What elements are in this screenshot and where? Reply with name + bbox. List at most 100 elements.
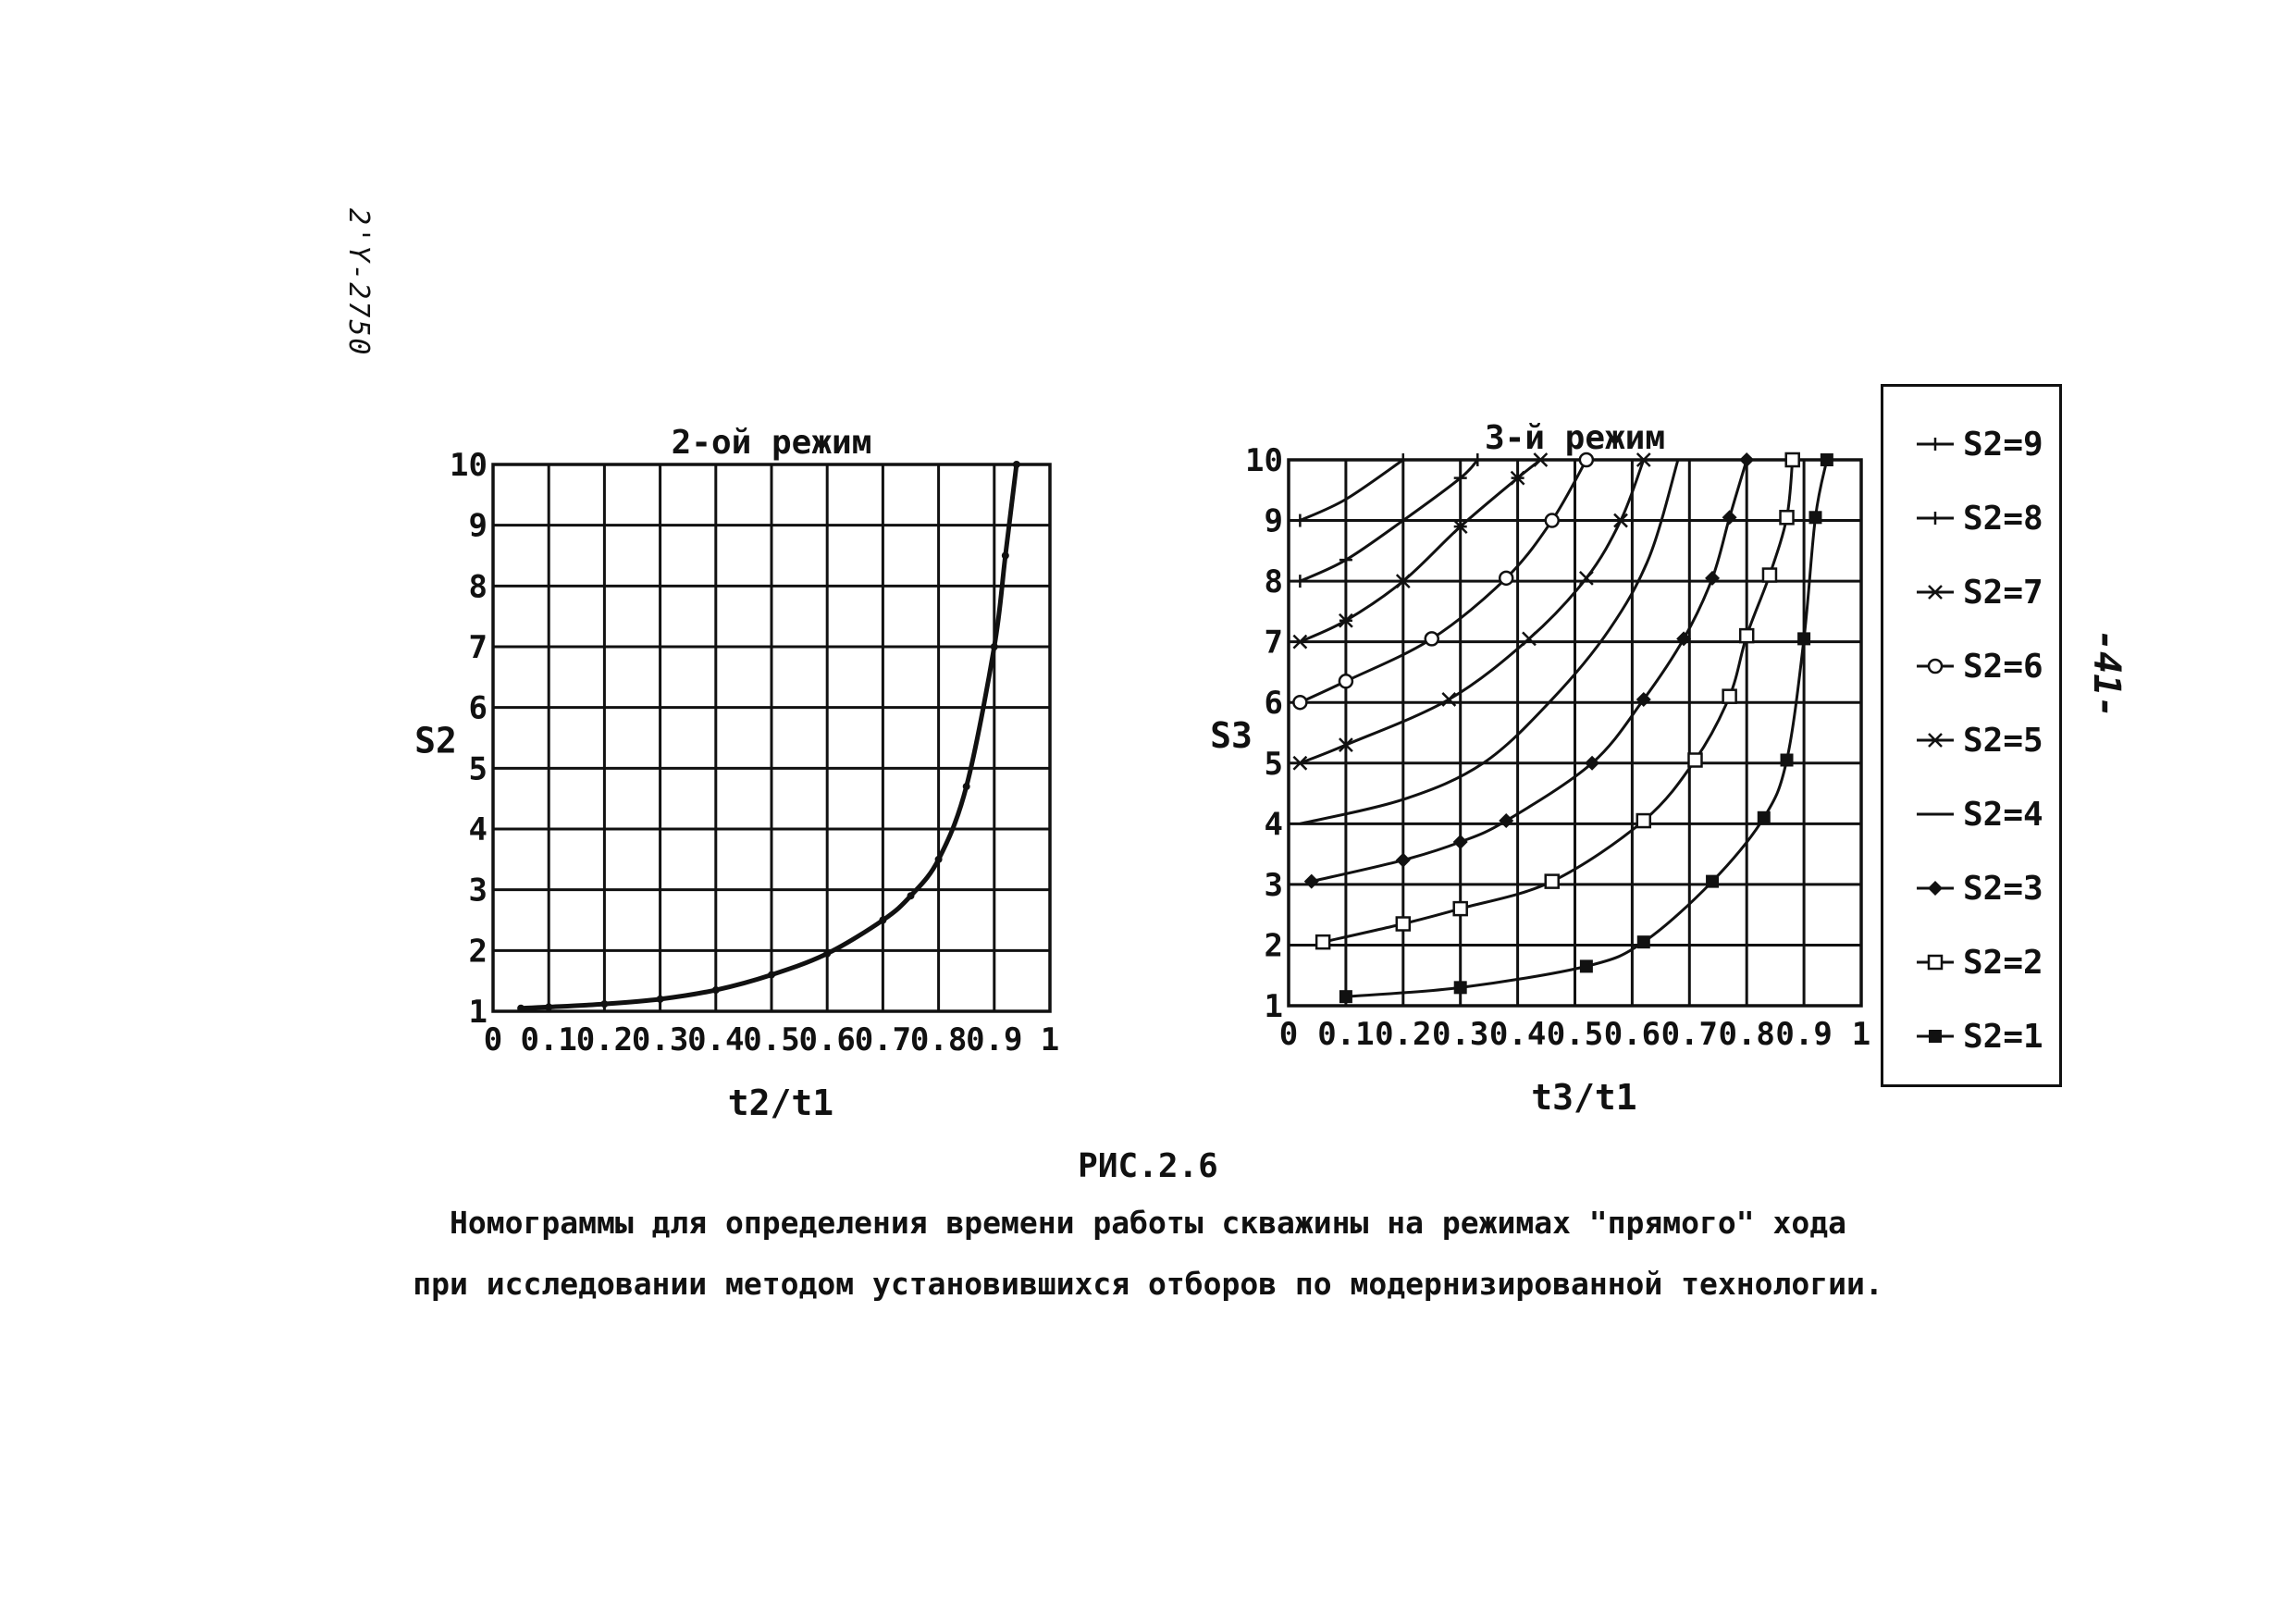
- series-s2-7: [1292, 452, 1549, 650]
- legend-item-s2-5: S2=5: [1915, 722, 2043, 760]
- y-axis-label: S3: [1210, 715, 1253, 756]
- legend-label: S2=2: [1963, 943, 2043, 982]
- chart-2: 0 0.1 0.2 0.3 0.4 0.5 0.6 0.7 0.8 0.9 1 1 2 3 4 5 6 7 8 9 10…: [1210, 419, 1870, 1118]
- data-point: [1498, 570, 1514, 587]
- data-point: [1613, 513, 1628, 528]
- chart-1: 0 0.10.20.30.40.50.60.70.80.9 1 1 2 3 4 5 6 7 8 9 10…: [414, 424, 1059, 1123]
- legend-item-s2-2: S2=2: [1915, 943, 2043, 982]
- series-s2-6: [1292, 452, 1595, 711]
- margin-note: 2'Y-2750: [342, 208, 375, 357]
- data-point: [600, 1000, 609, 1008]
- data-point: [1303, 873, 1319, 889]
- data-point: [1578, 452, 1595, 468]
- legend-swatch-marker: [1928, 881, 1943, 896]
- data-point: [879, 916, 887, 924]
- legend-label: S2=4: [1963, 795, 2043, 834]
- data-point: [934, 855, 943, 863]
- data-point: [1441, 692, 1457, 707]
- data-point: [1636, 812, 1652, 829]
- data-point: [1739, 452, 1755, 467]
- data-point: [1636, 691, 1651, 707]
- legend-swatch-marker: [1927, 658, 1944, 674]
- y-tick-label: 2: [469, 933, 488, 970]
- data-point: [545, 1003, 553, 1011]
- x-tick-label: 0.7: [1661, 1016, 1718, 1053]
- data-point: [1499, 813, 1514, 829]
- data-point: [962, 783, 970, 791]
- y-tick-label: 1: [469, 994, 488, 1031]
- data-point: [1012, 461, 1020, 468]
- data-point: [1452, 900, 1468, 917]
- series-s2-1: [1339, 453, 1833, 1004]
- x-tick-label: 0.9: [1775, 1016, 1832, 1053]
- data-point: [1544, 513, 1560, 528]
- legend-swatch: [1917, 812, 1954, 816]
- data-point: [1453, 471, 1467, 485]
- legend-swatch: [1917, 733, 1954, 748]
- data-point: [1001, 551, 1009, 560]
- legend-swatch: [1917, 881, 1954, 896]
- data-point: [1676, 631, 1692, 647]
- data-point: [1585, 755, 1600, 771]
- chart-title: 2-ой режим: [672, 424, 872, 462]
- data-point: [907, 892, 915, 900]
- legend-swatch-marker: [1929, 1030, 1942, 1043]
- x-tick-label: 0: [1279, 1016, 1298, 1053]
- legend-label: S2=7: [1963, 573, 2043, 612]
- x-tick-label: 0.2: [1375, 1016, 1431, 1053]
- y-tick-label: 2: [1265, 927, 1283, 964]
- data-point: [1780, 753, 1794, 767]
- series-s2-5: [1292, 452, 1651, 771]
- x-tick-label: 0.6: [798, 1021, 855, 1058]
- series-line: [1311, 459, 1748, 884]
- series-line: [1345, 459, 1829, 998]
- data-point: [1578, 570, 1594, 586]
- data-point: [656, 995, 664, 1003]
- data-point: [1452, 519, 1468, 534]
- data-point: [1338, 674, 1354, 689]
- legend-swatch-marker: [1928, 585, 1943, 600]
- data-point: [1687, 752, 1703, 768]
- data-point: [517, 1004, 525, 1012]
- x-tick-label: 0.5: [743, 1021, 799, 1058]
- legend-label: S2=1: [1963, 1017, 2043, 1056]
- y-tick-label: 6: [469, 690, 488, 727]
- legend-label: S2=9: [1963, 425, 2043, 464]
- y-tick-label: 5: [469, 750, 488, 787]
- data-point: [1544, 873, 1560, 889]
- legend-item-s2-1: S2=1: [1915, 1017, 2043, 1056]
- legend-label: S2=8: [1963, 499, 2043, 538]
- x-tick-label: 0.3: [1432, 1016, 1488, 1053]
- data-point: [1339, 737, 1353, 752]
- data-point: [768, 971, 775, 979]
- legend-swatch: [1917, 512, 1954, 525]
- x-tick-label: 0.1: [520, 1021, 576, 1058]
- legend-item-s2-9: S2=9: [1915, 425, 2043, 464]
- data-point: [1510, 470, 1525, 486]
- x-tick-label: 0.9: [966, 1021, 1022, 1058]
- data-point: [1636, 452, 1651, 467]
- data-point: [1395, 916, 1412, 932]
- legend-swatch: [1917, 438, 1954, 451]
- legend-item-s2-8: S2=8: [1915, 499, 2043, 538]
- x-tick-label: 0.8: [910, 1021, 967, 1058]
- series-line: [520, 464, 1019, 1011]
- data-point: [1820, 453, 1833, 466]
- data-point: [1339, 613, 1353, 628]
- y-tick-label: 9: [1265, 503, 1283, 540]
- data-point: [1761, 567, 1778, 583]
- y-tick-label: 8: [1265, 563, 1283, 600]
- legend-swatch-marker: [1929, 512, 1942, 525]
- x-tick-label: 0.2: [576, 1021, 633, 1058]
- legend-swatch-marker: [1928, 733, 1943, 748]
- x-tick-label: 0.7: [855, 1021, 911, 1058]
- page-number: -41-: [2085, 629, 2128, 719]
- y-tick-label: 10: [450, 447, 488, 484]
- y-tick-label: 4: [1265, 806, 1283, 843]
- data-point: [1706, 874, 1720, 888]
- y-tick-label: 6: [1265, 685, 1283, 722]
- x-tick-label: 1: [1041, 1021, 1059, 1058]
- y-tick-label: 5: [1265, 746, 1283, 783]
- data-point: [1533, 452, 1549, 467]
- data-point: [823, 949, 832, 958]
